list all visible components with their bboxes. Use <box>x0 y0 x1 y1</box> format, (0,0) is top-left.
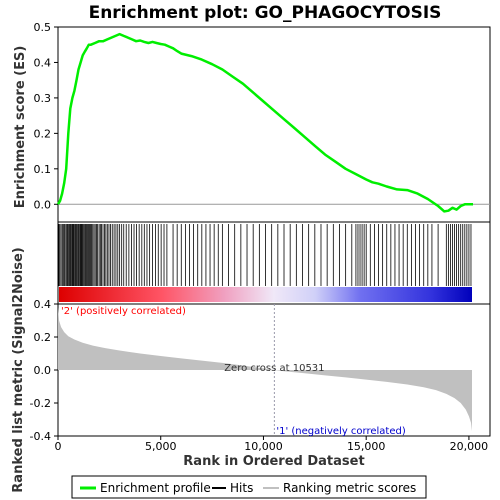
x-tick-label: 5,000 <box>145 440 177 453</box>
es-y-axis: 0.0 0.1 0.2 0.3 0.4 0.5 <box>34 21 58 211</box>
enrichment-profile-line <box>56 32 473 213</box>
legend: Enrichment profile Hits Ranking metric s… <box>71 475 427 499</box>
metric-y-tick-label: -0.4 <box>30 430 51 443</box>
metric-panel: -0.4 -0.2 0.0 0.2 0.4 '2' (positively correl… <box>11 247 491 493</box>
x-axis: 0 5,000 10,000 15,000 20,000 <box>55 436 489 453</box>
es-panel-frame <box>57 26 491 223</box>
es-y-tick-label: 0.4 <box>34 56 52 69</box>
legend-metric-label: Ranking metric scores <box>283 481 416 495</box>
x-tick-label: 10,000 <box>244 440 283 453</box>
ranking-metric-area <box>58 307 472 432</box>
x-axis-label: Rank in Ordered Dataset <box>183 454 364 469</box>
es-y-tick-label: 0.2 <box>34 127 52 140</box>
legend-enrichment-label: Enrichment profile <box>100 481 211 495</box>
x-tick-label: 0 <box>55 440 62 453</box>
zero-cross-label: Zero cross at 10531 <box>224 363 324 374</box>
legend-hits-label: Hits <box>230 481 253 495</box>
x-tick-label: 20,000 <box>450 440 489 453</box>
hit-lines <box>57 224 472 286</box>
metric-y-tick-label: 0.0 <box>34 364 52 377</box>
es-y-axis-label: Enrichment score (ES) <box>13 46 28 209</box>
rank-color-bar <box>59 287 472 302</box>
hits-panel <box>57 221 491 305</box>
metric-y-axis: -0.4 -0.2 0.0 0.2 0.4 <box>30 298 58 443</box>
chart-title: Enrichment plot: GO_PHAGOCYTOSIS <box>89 3 442 23</box>
es-panel: 0.0 0.1 0.2 0.3 0.4 0.5 Enrichment score (ES) <box>13 21 491 223</box>
positive-correlation-label: '2' (positively correlated) <box>61 306 186 317</box>
metric-y-axis-label: Ranked list metric (Signal2Noise) <box>11 247 26 492</box>
negative-correlation-label: '1' (negatively correlated) <box>276 426 405 437</box>
es-y-tick-label: 0.5 <box>34 21 52 34</box>
es-y-tick-label: 0.0 <box>34 198 52 211</box>
metric-y-tick-label: 0.2 <box>34 331 52 344</box>
metric-y-tick-label: -0.2 <box>30 397 51 410</box>
es-y-tick-label: 0.1 <box>34 163 52 176</box>
legend-frame <box>71 475 427 499</box>
es-y-tick-label: 0.3 <box>34 92 52 105</box>
x-tick-label: 15,000 <box>347 440 386 453</box>
metric-y-tick-label: 0.4 <box>34 298 52 311</box>
